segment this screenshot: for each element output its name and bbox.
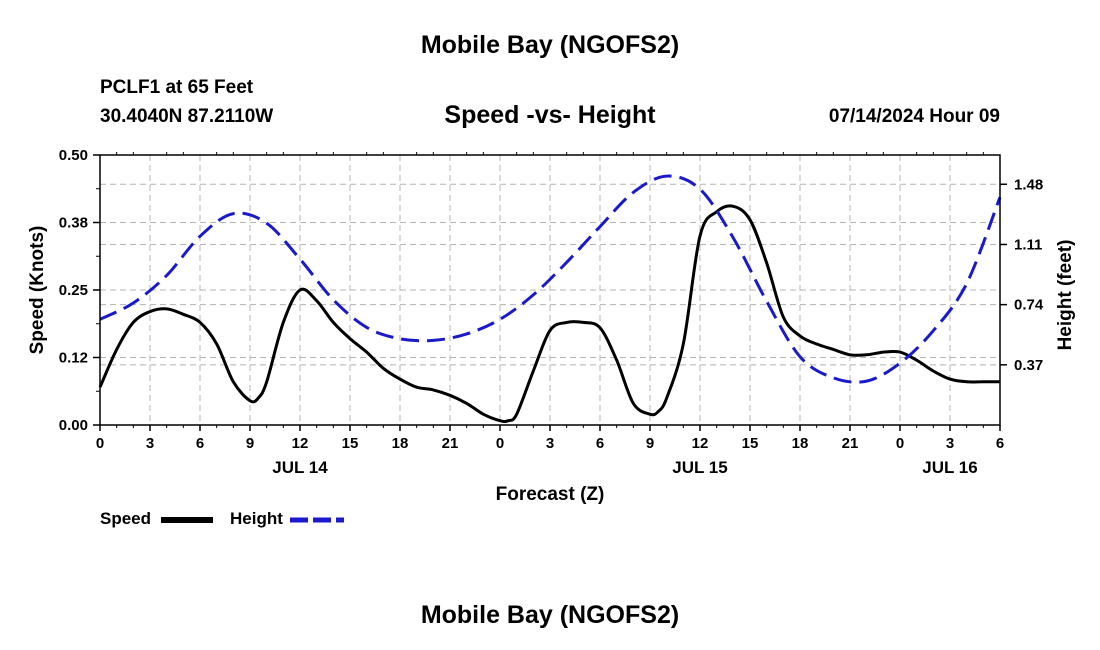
x-tick-label: 6: [996, 435, 1004, 452]
y2-tick-label: 1.11: [1014, 236, 1042, 253]
x-tick-label: 21: [442, 435, 459, 452]
x-tick-label: 0: [496, 435, 504, 452]
y2-tick-label: 0.37: [1014, 357, 1043, 374]
day-label: JUL 14: [272, 458, 328, 477]
chart-title: Mobile Bay (NGOFS2): [420, 31, 680, 59]
x-tick-label: 6: [196, 435, 204, 452]
y-tick-label: 0.12: [59, 350, 88, 367]
x-tick-label: 9: [646, 435, 654, 452]
y-tick-label: 0.50: [59, 147, 88, 164]
series-line-speed: [98, 204, 1000, 424]
legend-speed-label: Speed: [100, 509, 152, 528]
y-tick-label: 0.00: [59, 417, 88, 434]
day-label: JUL 16: [922, 458, 977, 477]
x-axis-label: Forecast (Z): [496, 484, 605, 505]
x-tick-label: 9: [246, 435, 254, 452]
ticks: 0 3 6 9 12 15 18 21 0 3 6 9 12 15 18 21 0 3 6 JUL 14 JUL 15 J…: [59, 147, 1044, 477]
x-tick-label: 0: [96, 435, 104, 452]
legend-speed-swatch: [161, 517, 213, 523]
x-tick-label: 0: [896, 435, 904, 452]
series-layer: [98, 174, 1002, 424]
x-tick-label: 15: [342, 435, 359, 452]
y2-tick-label: 1.48: [1014, 176, 1043, 193]
y-tick-label: 0.25: [59, 282, 88, 299]
y-axis-label: Speed (Knots): [27, 226, 48, 355]
day-label: JUL 15: [672, 458, 727, 477]
chart-subtitle: Speed -vs- Height: [444, 101, 656, 129]
x-tick-label: 6: [596, 435, 604, 452]
x-tick-label: 3: [546, 435, 554, 452]
x-tick-label: 18: [792, 435, 809, 452]
footer-title: Mobile Bay (NGOFS2): [420, 601, 680, 629]
grid: [100, 155, 1000, 425]
x-tick-label: 12: [292, 435, 309, 452]
series-line-height: [99, 174, 1002, 384]
y2-axis-label: Height (feet): [1055, 240, 1076, 351]
x-tick-label: 3: [946, 435, 954, 452]
y2-tick-label: 0.74: [1014, 297, 1044, 314]
station-label: PCLF1 at 65 Feet: [100, 77, 254, 98]
legend-height-label: Height: [230, 509, 283, 528]
x-tick-label: 12: [692, 435, 709, 452]
x-tick-label: 15: [742, 435, 759, 452]
x-tick-label: 18: [392, 435, 409, 452]
forecast-datetime: 07/14/2024 Hour 09: [828, 106, 1000, 127]
x-tick-label: 3: [146, 435, 154, 452]
legend-height-swatch: [290, 517, 344, 523]
y-tick-label: 0.38: [59, 215, 88, 232]
x-tick-label: 21: [842, 435, 859, 452]
station-coordinates: 30.4040N 87.2110W: [100, 106, 274, 127]
